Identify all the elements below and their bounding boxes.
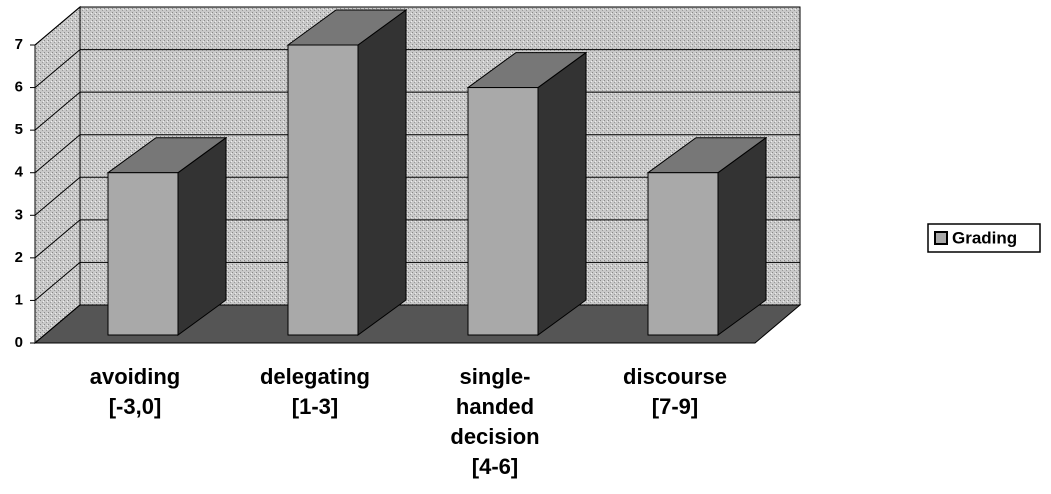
bar [107, 172, 179, 336]
x-tick-label: [1-3] [292, 394, 338, 419]
bar [467, 87, 539, 336]
bar-side [537, 51, 587, 336]
bar [287, 44, 359, 336]
bars [106, 9, 768, 336]
grid-line [34, 49, 800, 88]
x-tick-label: decision [450, 424, 539, 449]
y-tick-label: 4 [15, 164, 24, 181]
y-tick-label: 6 [15, 79, 23, 96]
x-tick-label: discourse [623, 364, 727, 389]
legend-swatch [934, 231, 948, 245]
legend-label: Grading [952, 228, 1017, 247]
x-tick-label: delegating [260, 364, 370, 389]
y-tick-label: 1 [15, 291, 23, 308]
y-tick-label: 2 [15, 249, 23, 266]
y-tick-label: 5 [15, 121, 23, 138]
x-tick-label: [4-6] [472, 454, 518, 479]
x-tick-label: handed [456, 394, 534, 419]
bar-side [357, 9, 407, 336]
y-tick-label: 3 [15, 206, 23, 223]
bar [647, 172, 719, 336]
x-tick-label: avoiding [90, 364, 180, 389]
x-tick-label: [-3,0] [109, 394, 162, 419]
x-tick-label: single- [460, 364, 531, 389]
y-tick-label: 7 [15, 36, 23, 53]
y-tick-label: 0 [15, 334, 23, 351]
x-tick-label: [7-9] [652, 394, 698, 419]
side-wall [34, 5, 81, 345]
grid-line [34, 6, 800, 46]
